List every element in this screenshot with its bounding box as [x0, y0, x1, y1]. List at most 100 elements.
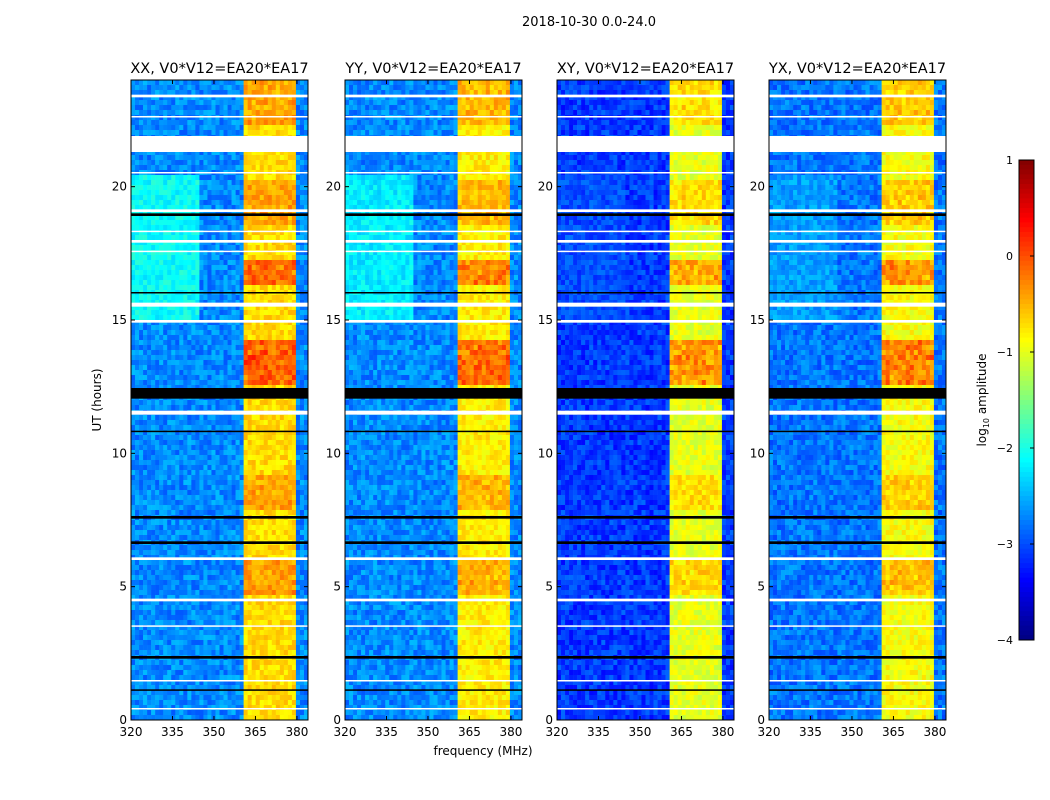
- heatmap-cell: [243, 600, 248, 606]
- heatmap-cell: [223, 100, 228, 106]
- heatmap-cell: [227, 580, 232, 586]
- heatmap-cell: [255, 375, 261, 381]
- heatmap-cell: [195, 370, 200, 376]
- heatmap-cell: [275, 365, 281, 371]
- heatmap-cell: [283, 365, 289, 371]
- heatmap-cell: [179, 305, 184, 311]
- heatmap-cell: [215, 450, 220, 456]
- heatmap-cell: [159, 160, 164, 166]
- heatmap-cell: [303, 580, 309, 586]
- heatmap-cell: [223, 125, 228, 131]
- heatmap-cell: [275, 345, 281, 351]
- heatmap-cell: [191, 130, 196, 136]
- heatmap-cell: [279, 265, 285, 271]
- heatmap-cell: [255, 340, 261, 346]
- heatmap-cell: [219, 300, 224, 306]
- heatmap-cell: [263, 370, 269, 376]
- heatmap-cell: [231, 525, 236, 531]
- heatmap-cell: [215, 100, 220, 106]
- heatmap-cell: [251, 490, 256, 496]
- heatmap-cell: [175, 600, 180, 606]
- heatmap-cell: [183, 525, 188, 531]
- heatmap-cell: [163, 190, 168, 196]
- heatmap-cell: [215, 220, 220, 226]
- heatmap-cell: [139, 580, 144, 586]
- heatmap-cell: [211, 225, 216, 231]
- heatmap-cell: [131, 150, 136, 156]
- heatmap-cell: [207, 105, 212, 111]
- heatmap-cell: [287, 405, 293, 411]
- heatmap-cell: [171, 175, 176, 181]
- heatmap-cell: [179, 230, 184, 236]
- heatmap-cell: [299, 215, 305, 221]
- heatmap-cell: [239, 405, 244, 411]
- heatmap-cell: [139, 340, 144, 346]
- heatmap-cell: [275, 265, 281, 271]
- heatmap-cell: [287, 215, 293, 221]
- heatmap-cell: [295, 180, 301, 186]
- heatmap-cell: [255, 455, 261, 461]
- heatmap-cell: [223, 480, 228, 486]
- heatmap-cell: [155, 385, 160, 391]
- heatmap-cell: [187, 635, 192, 641]
- heatmap-cell: [303, 440, 309, 446]
- heatmap-cell: [151, 590, 156, 596]
- heatmap-cell: [271, 615, 277, 621]
- heatmap-cell: [303, 175, 309, 181]
- heatmap-cell: [267, 370, 273, 376]
- heatmap-cell: [159, 295, 164, 301]
- heatmap-cell: [167, 505, 172, 511]
- heatmap-cell: [155, 245, 160, 251]
- heatmap-cell: [215, 385, 220, 391]
- heatmap-cell: [267, 355, 273, 361]
- heatmap-cell: [235, 490, 240, 496]
- heatmap-cell: [135, 460, 140, 466]
- heatmap-cell: [275, 620, 281, 626]
- heatmap-cell: [259, 300, 265, 306]
- heatmap-cell: [303, 470, 309, 476]
- heatmap-cell: [255, 370, 261, 376]
- heatmap-cell: [235, 580, 240, 586]
- heatmap-cell: [175, 355, 180, 361]
- heatmap-cell: [191, 380, 196, 386]
- heatmap-cell: [271, 375, 277, 381]
- heatmap-cell: [219, 150, 224, 156]
- heatmap-cell: [203, 460, 208, 466]
- heatmap-cell: [279, 300, 285, 306]
- heatmap-cell: [243, 505, 248, 511]
- heatmap-cell: [279, 330, 285, 336]
- heatmap-cell: [135, 100, 140, 106]
- heatmap-cell: [267, 235, 273, 241]
- heatmap-cell: [219, 595, 224, 601]
- heatmap-cell: [163, 465, 168, 471]
- heatmap-cell: [175, 385, 180, 391]
- heatmap-cell: [171, 645, 176, 651]
- heatmap-cell: [247, 630, 252, 636]
- heatmap-cell: [299, 465, 305, 471]
- heatmap-cell: [263, 630, 269, 636]
- heatmap-cell: [215, 275, 220, 281]
- heatmap-cell: [191, 115, 196, 121]
- heatmap-cell: [287, 330, 293, 336]
- heatmap-cell: [299, 195, 305, 201]
- heatmap-cell: [295, 150, 301, 156]
- heatmap-cell: [183, 605, 188, 611]
- heatmap-cell: [135, 205, 140, 211]
- heatmap-cell: [291, 435, 297, 441]
- heatmap-cell: [171, 270, 176, 276]
- heatmap-cell: [275, 510, 281, 516]
- heatmap-cell: [135, 165, 140, 171]
- heatmap-cell: [131, 475, 136, 481]
- heatmap-cell: [231, 520, 236, 526]
- heatmap-cell: [131, 215, 136, 221]
- heatmap-cell: [151, 385, 156, 391]
- heatmap-cell: [259, 570, 265, 576]
- heatmap-cell: [195, 570, 200, 576]
- heatmap-cell: [291, 580, 297, 586]
- heatmap-cell: [175, 615, 180, 621]
- heatmap-cell: [227, 590, 232, 596]
- heatmap-cell: [303, 280, 309, 286]
- heatmap-cell: [207, 480, 212, 486]
- heatmap-cell: [131, 405, 136, 411]
